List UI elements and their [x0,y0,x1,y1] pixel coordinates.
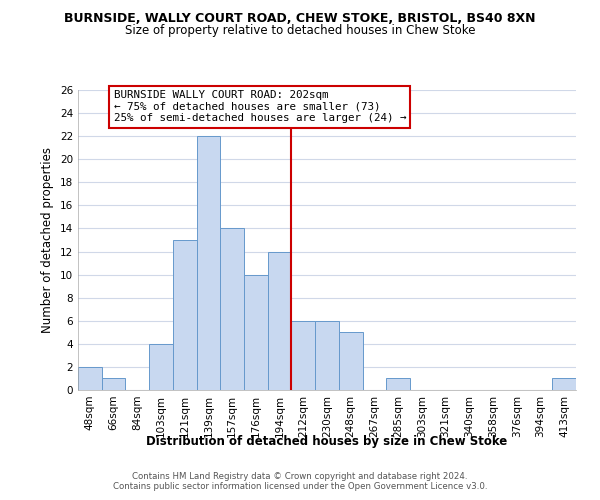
Text: Distribution of detached houses by size in Chew Stoke: Distribution of detached houses by size … [146,435,508,448]
Text: Contains HM Land Registry data © Crown copyright and database right 2024.: Contains HM Land Registry data © Crown c… [132,472,468,481]
Bar [268,252,292,390]
Bar [78,367,102,390]
Bar [102,378,125,390]
Text: Contains public sector information licensed under the Open Government Licence v3: Contains public sector information licen… [113,482,487,491]
Bar [197,136,220,390]
Bar [220,228,244,390]
Bar [552,378,576,390]
Bar [292,321,315,390]
Bar [386,378,410,390]
Text: Size of property relative to detached houses in Chew Stoke: Size of property relative to detached ho… [125,24,475,37]
Bar [339,332,362,390]
Bar [244,274,268,390]
Bar [149,344,173,390]
Bar [173,240,197,390]
Text: BURNSIDE WALLY COURT ROAD: 202sqm
← 75% of detached houses are smaller (73)
25% : BURNSIDE WALLY COURT ROAD: 202sqm ← 75% … [113,90,406,123]
Y-axis label: Number of detached properties: Number of detached properties [41,147,55,333]
Bar [315,321,339,390]
Text: BURNSIDE, WALLY COURT ROAD, CHEW STOKE, BRISTOL, BS40 8XN: BURNSIDE, WALLY COURT ROAD, CHEW STOKE, … [64,12,536,26]
